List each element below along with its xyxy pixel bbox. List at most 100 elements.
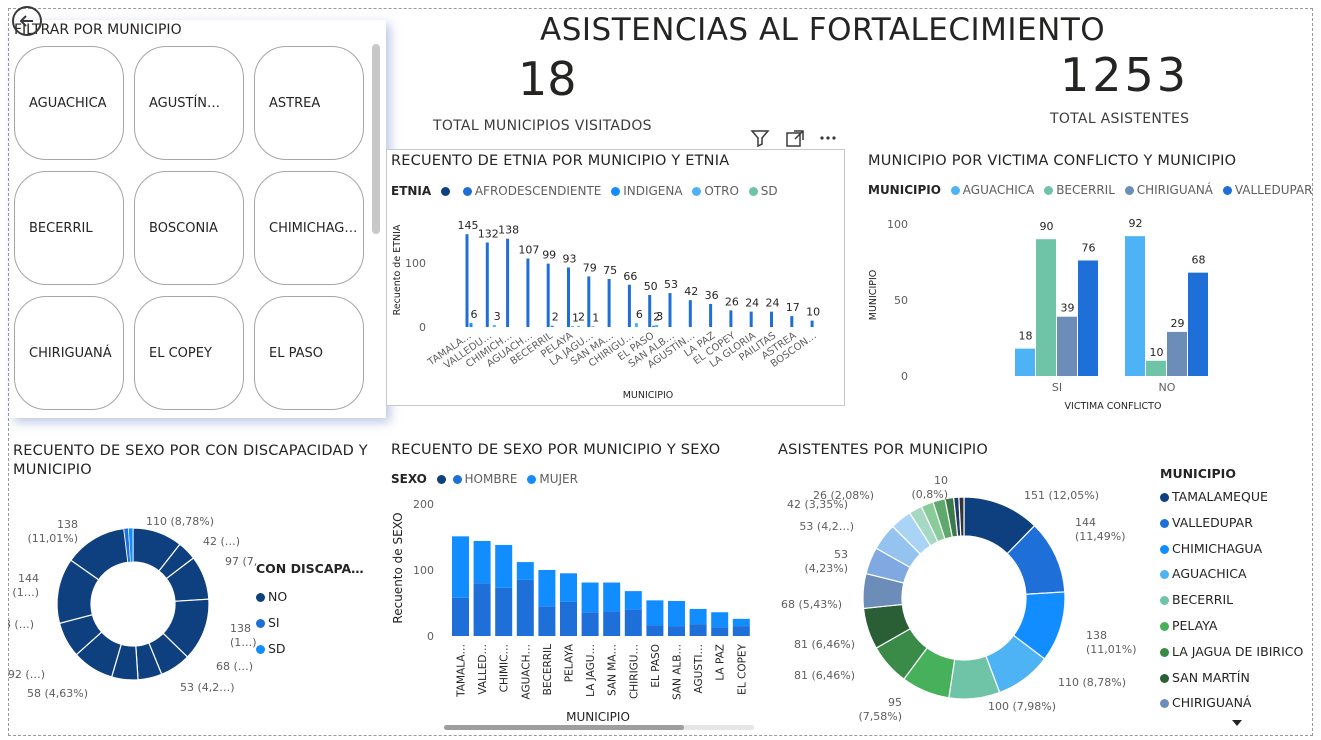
legend-entry[interactable]: SD [256,636,287,662]
slice-label: 138 [57,518,78,531]
legend-dot [1160,699,1169,709]
bar [732,618,750,627]
y-tick-label: 100 [887,218,908,231]
slicer-item[interactable]: CHIRIGUANÁ [14,296,124,410]
legend-entry[interactable]: SAN MARTÍN [1160,665,1303,691]
legend-label: CHIRIGUANÁ [1172,695,1252,711]
legend-dot [1160,673,1169,683]
slice-label: (11,01%) [27,532,78,545]
slice-label: 144 [1075,516,1096,529]
legend-entry[interactable]: VALLEDUPAR [1160,510,1303,536]
more-options-icon[interactable] [820,136,836,140]
x-tick-label: SAN MA… [607,644,619,696]
legend-entry[interactable]: BECERRIL [1160,587,1303,613]
x-tick-label: EL COPEY [736,643,748,694]
etnia-legend-title: ETNIA [391,184,432,198]
slicer-item[interactable]: CHIMICHAG… [254,171,364,285]
legend-dot [1124,186,1134,195]
legend-scroll-down-icon[interactable] [1230,718,1244,728]
legend-entry[interactable]: VALLEDUPAR [1234,183,1313,197]
bar [591,326,595,327]
slice-label: 110 (8,78%) [146,515,214,528]
legend-entry[interactable]: AGUACHICA [962,183,1035,197]
slicer-item[interactable]: BECERRIL [14,171,124,285]
asistentes-chart: 151 (12,05%) 144(11,49%) 138(11,01%) 110 (8… [781,474,1137,723]
back-button[interactable] [12,6,42,36]
sexo-disc-legend-title: CON DISCAPA… [256,561,364,576]
slicer-item[interactable]: AGUACHICA [14,46,124,160]
bar [732,626,750,636]
legend-label: VALLEDUPAR [1172,514,1253,530]
x-tick-label: AGUACH… [520,644,532,700]
legend-entry[interactable]: PELAYA [1160,613,1303,639]
x-tick-label: SAN ALB… [672,644,684,700]
legend-entry[interactable]: CHIRIGUANÁ [1136,183,1214,197]
sexo-mun-chart-title: RECUENTO DE SEXO POR MUNICIPIO Y SEXO [391,442,721,458]
legend-entry[interactable]: MUJER [539,472,578,486]
slicer-item[interactable]: BOSCONIA [134,171,244,285]
slicer-item[interactable]: ASTREA [254,46,364,160]
data-label: 29 [1171,317,1185,330]
horizontal-scrollbar-thumb [444,725,684,730]
x-axis-title: VICTIMA CONFLICTO [1065,401,1162,412]
legend-entry[interactable]: HOMBRE [464,472,518,486]
legend-entry[interactable]: TAMALAMEQUE [1160,484,1303,510]
legend-entry[interactable]: BECERRIL [1056,183,1115,197]
slice-label: (1…) [230,636,257,649]
slicer-item[interactable]: AGUSTÍN… [134,46,244,160]
legend-entry[interactable]: CHIMICHAGUA [1160,536,1303,562]
victima-legend: MUNICIPIO AGUACHICA BECERRIL CHIRIGUANÁ … [868,183,1313,197]
bar [581,582,599,613]
bar [655,325,659,327]
slice-label: 95 [888,696,902,709]
bar [709,303,713,327]
slicer-title: FILTRAR POR MUNICIPIO [14,22,182,38]
x-tick-label: BECERRIL [542,644,554,695]
legend-entry[interactable]: AGUACHICA [1160,561,1303,587]
legend-label: SAN MARTÍN [1172,669,1250,685]
bar [506,238,510,327]
legend-entry[interactable]: SI [256,610,287,636]
legend-entry[interactable]: CHIRIGUANÁ [1160,690,1303,716]
legend-entry[interactable]: LA JAGUA DE IBIRICO [1160,639,1303,665]
legend-entry[interactable]: AFRODESCENDIENTE [474,184,602,198]
legend-entry[interactable]: INDIGENA [623,184,683,198]
slicer-item[interactable]: EL PASO [254,296,364,410]
arrow-left-icon [19,15,33,27]
slice-label: 144 [18,572,39,585]
legend-label: AGUACHICA [1172,566,1247,582]
legend-dot [256,619,265,628]
data-label: 39 [1061,302,1075,315]
slicer-item[interactable]: EL COPEY [134,296,244,410]
legend-label: PELAYA [1172,617,1218,633]
slicer-scrollbar[interactable] [372,44,380,234]
bar [603,611,621,636]
focus-mode-icon[interactable] [786,130,804,147]
bar [492,325,496,327]
slice-label: 42 (3,35%) [787,498,848,511]
slice-label: 97 (7,…) [225,555,258,568]
bar [567,267,570,327]
legend-entry[interactable]: SD [760,184,778,198]
y-tick-label: 200 [413,498,434,511]
slice-label: 110 (8,78%) [1058,676,1126,689]
bar [560,573,577,602]
slice-label: (7,58%) [858,710,902,723]
legend-entry[interactable]: OTRO [704,184,739,198]
bar [469,323,473,327]
y-axis-title: Recuento de ETNIA [392,224,403,315]
bar [729,310,733,327]
bar [646,625,664,636]
data-label: 18 [1019,330,1033,343]
filter-icon[interactable] [750,130,770,148]
slice-label: 53 [834,548,848,561]
kpi-municipios-value: 18 [518,52,577,106]
bar [1015,348,1035,376]
data-label: 6 [471,308,478,321]
data-label: 2 [552,311,559,324]
legend-dot [1160,493,1169,502]
data-label: 3 [656,310,663,323]
legend-entry[interactable]: NO [256,584,287,610]
slice-label: 68 (5,43%) [781,598,842,611]
